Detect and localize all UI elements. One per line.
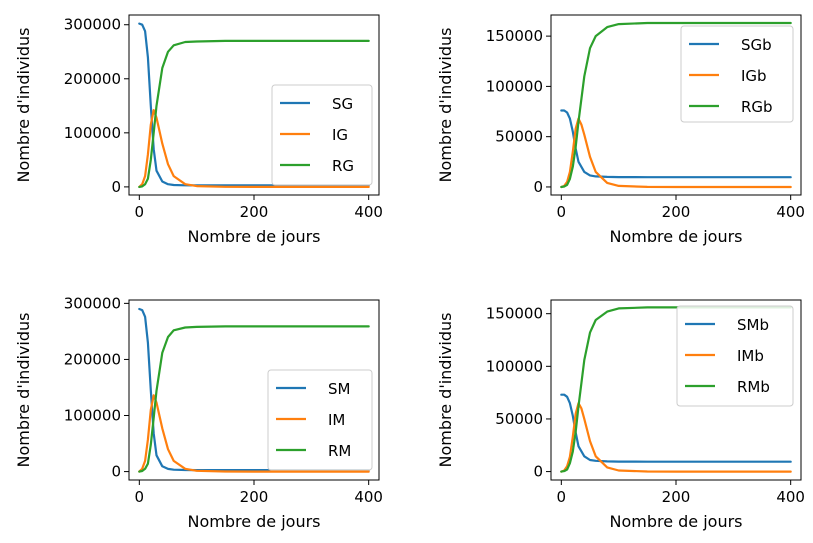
y-tick-label: 100000 [486,357,543,375]
y-tick-label: 50000 [495,410,543,428]
legend-entry: IMb [737,347,764,365]
x-tick-label: 200 [240,203,269,221]
chart-panel-1: 0 200 400 0 100000 200000 300000 Nombre de jour… [14,14,383,246]
legend-entry: RGb [741,98,773,116]
series-line-IM [138,394,370,473]
x-tick-label: 200 [662,488,691,506]
y-tick-label: 0 [111,463,121,481]
y-tick-label: 150000 [486,27,543,45]
x-axis-label: Nombre de jours [187,512,320,531]
series-line-RM [138,325,370,473]
chart-panel-2: 0 200 400 0 50000 100000 150000 Nombre de jours… [436,14,805,246]
y-tick-label: 300000 [64,16,121,34]
y-tick-label: 0 [111,178,121,196]
legend-box [676,305,794,407]
legend-entry: IGb [741,67,767,85]
y-tick-label: 200000 [64,350,121,368]
legend-entry: SM [328,380,350,398]
y-tick-label: 50000 [495,128,543,146]
legend: SMb IMb RMb [676,305,794,407]
y-tick-label: 100000 [64,124,121,142]
series-line-SMb [560,393,792,463]
legend-entry: SG [332,95,353,113]
legend-box [267,369,373,471]
y-tick-label: 300000 [64,294,121,312]
series-line-SGb [560,109,792,179]
legend-entry: RMb [737,378,770,396]
x-tick-label: 400 [776,203,805,221]
legend-box [680,25,794,123]
x-tick-label: 200 [662,203,691,221]
series-line-SM [138,307,370,472]
y-axis-label: Nombre d'individus [14,313,33,468]
legend-entry: IG [332,126,348,144]
y-tick-label: 200000 [64,70,121,88]
x-tick-label: 400 [776,488,805,506]
series-line-IGb [560,117,792,189]
x-tick-label: 0 [557,203,567,221]
legend: SG IG RG [271,84,373,186]
x-tick-label: 0 [135,488,145,506]
chart-panel-3: 0 200 400 0 100000 200000 300000 Nombre de jour… [14,294,383,531]
legend-entry: SMb [737,316,769,334]
series-line-RMb [560,306,792,473]
x-axis-label: Nombre de jours [609,512,742,531]
y-tick-label: 0 [533,463,543,481]
legend: SGb IGb RGb [680,25,794,123]
y-tick-label: 150000 [486,305,543,323]
chart-panel-4: 0 200 400 0 50000 100000 150000 Nombre de jours… [436,299,805,531]
x-axis-label: Nombre de jours [609,227,742,246]
x-axis-label: Nombre de jours [187,227,320,246]
y-axis-label: Nombre d'individus [436,313,455,468]
x-tick-label: 200 [240,488,269,506]
series-line-IG [138,108,370,188]
legend-box [271,84,373,186]
x-tick-label: 0 [135,203,145,221]
legend-entry: SGb [741,36,772,54]
x-tick-label: 400 [354,203,383,221]
series-line-SG [138,22,370,187]
legend-entry: IM [328,411,345,429]
y-tick-label: 0 [533,178,543,196]
y-tick-label: 100000 [486,77,543,95]
legend-entry: RM [328,442,351,460]
x-tick-label: 400 [354,488,383,506]
series-line-IMb [560,402,792,473]
series-line-RGb [560,21,792,189]
y-tick-label: 100000 [64,407,121,425]
series-line-RG [138,39,370,188]
legend-entry: RG [332,157,354,175]
x-tick-label: 0 [557,488,567,506]
legend: SM IM RM [267,369,373,471]
y-axis-label: Nombre d'individus [436,28,455,183]
y-axis-label: Nombre d'individus [14,28,33,183]
